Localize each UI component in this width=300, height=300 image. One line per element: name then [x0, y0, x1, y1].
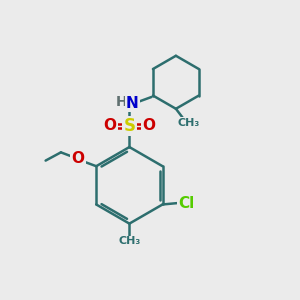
Text: S: S [123, 117, 135, 135]
Text: O: O [71, 151, 85, 166]
Text: CH₃: CH₃ [118, 236, 140, 246]
Text: O: O [104, 118, 117, 134]
Text: N: N [126, 96, 139, 111]
Text: Cl: Cl [178, 196, 194, 211]
Text: CH₃: CH₃ [178, 118, 200, 128]
Text: H: H [115, 95, 127, 109]
Text: O: O [142, 118, 155, 134]
